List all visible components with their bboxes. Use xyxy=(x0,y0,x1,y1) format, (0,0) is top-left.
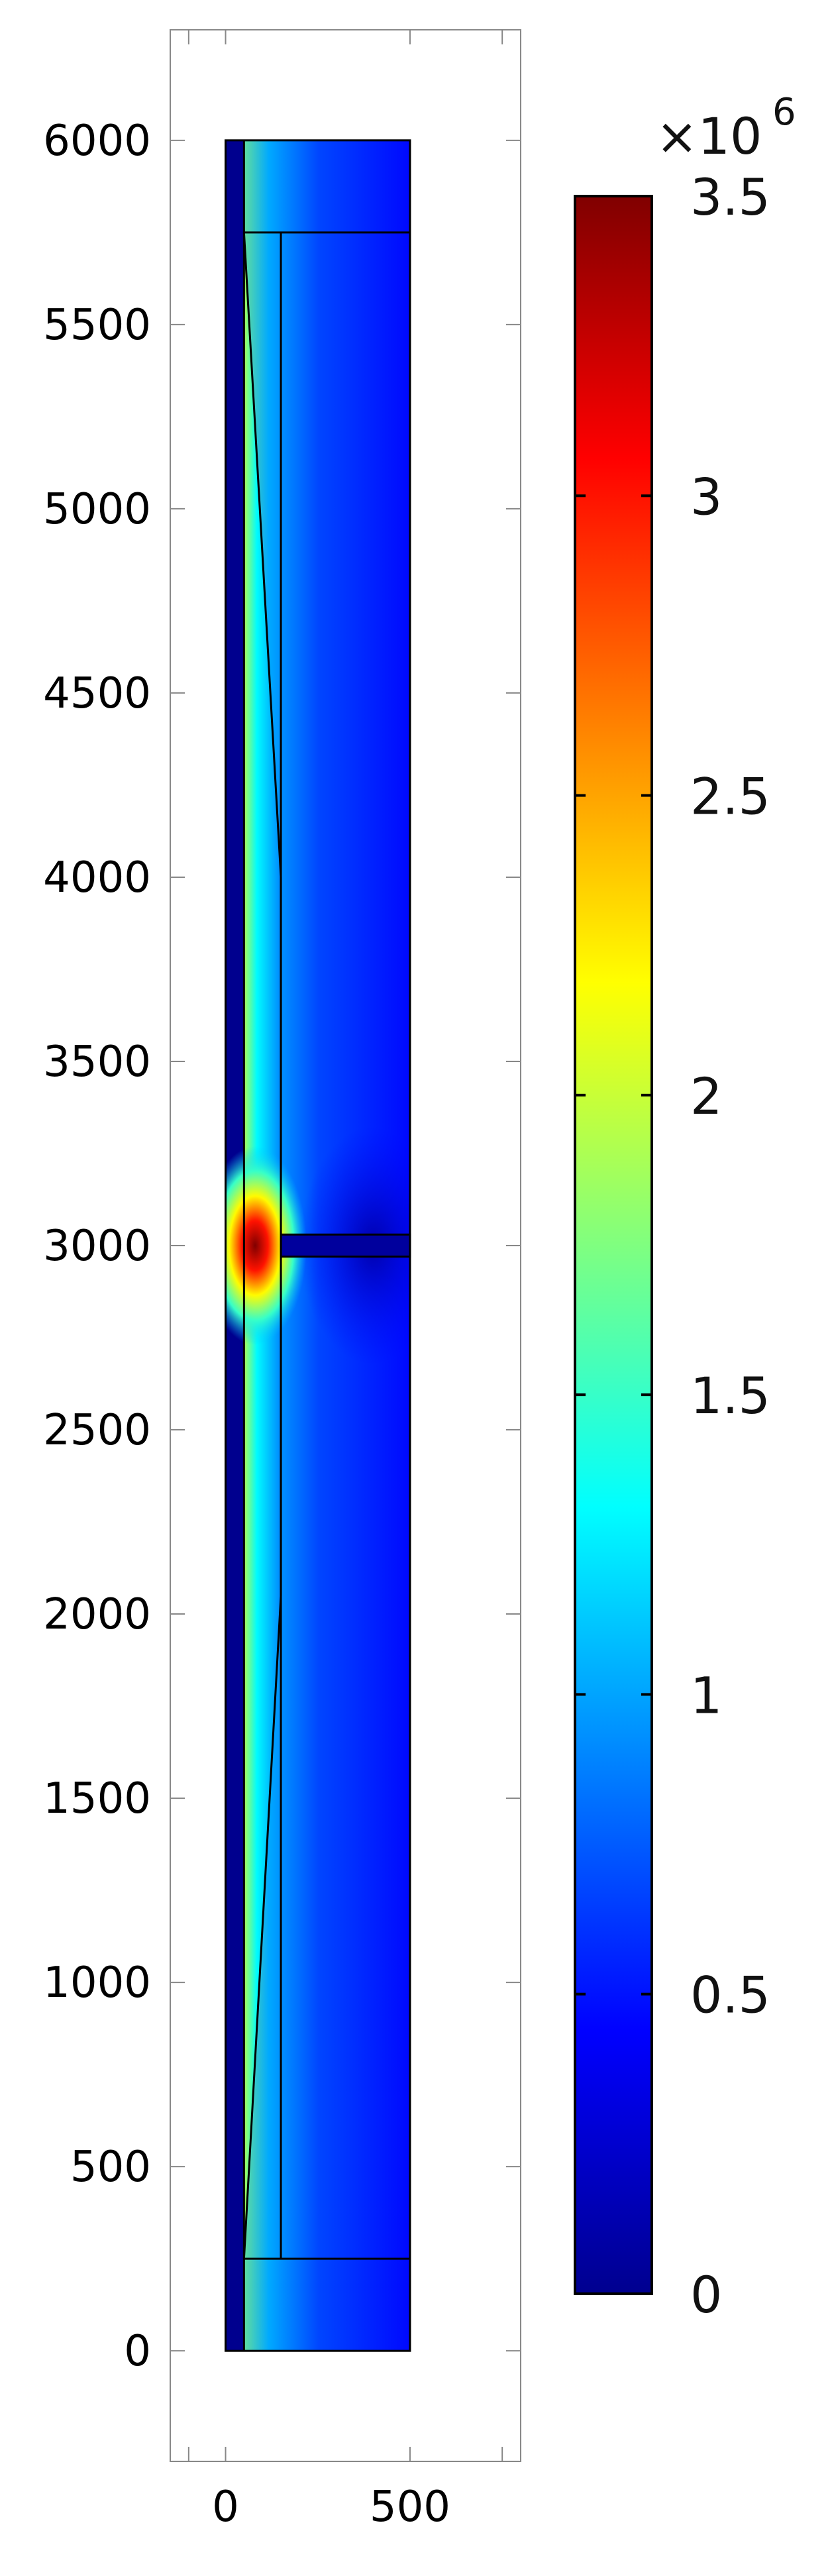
x-tick-label: 500 xyxy=(370,2483,450,2532)
y-tick-label: 3000 xyxy=(43,1222,151,1271)
y-tick-label: 3500 xyxy=(43,1038,151,1087)
y-tick-label: 2500 xyxy=(43,1406,151,1455)
axes: 0500100015002000250030003500400045005000… xyxy=(43,29,521,2532)
colorbar-tick-label: 0 xyxy=(690,2265,722,2324)
colorbar-tick-label: 1.5 xyxy=(690,1366,770,1425)
colorbar-tick-label: 3.5 xyxy=(690,168,770,227)
y-tick-label: 5500 xyxy=(43,301,151,350)
y-tick-label: 2000 xyxy=(43,1590,151,1639)
colorbar-tick-label: 1 xyxy=(690,1666,722,1725)
colorbar: 0 0.5 1 1.5 2 2.5 3 3.5×10 6 xyxy=(574,91,796,2324)
colorbar-tick-label: 3 xyxy=(690,467,722,526)
y-tick-label: 6000 xyxy=(43,117,151,166)
field-slot xyxy=(281,1234,410,1257)
field-hotspot xyxy=(225,1146,307,1345)
colorbar-tick-label: 2.5 xyxy=(690,767,770,826)
colorbar-tick-label: 2 xyxy=(690,1067,722,1126)
colorbar-multiplier: ×10 xyxy=(656,107,762,166)
y-tick-label: 1500 xyxy=(43,1774,151,1823)
colorbar-scale xyxy=(574,195,653,2295)
colorbar-tick-label: 0.5 xyxy=(690,1966,770,2025)
colorbar-exponent: 6 xyxy=(772,91,796,134)
y-tick-label: 0 xyxy=(124,2327,151,2376)
y-tick-label: 4000 xyxy=(43,853,151,902)
geometry-edges xyxy=(225,139,411,2352)
y-tick-label: 500 xyxy=(70,2143,151,2192)
y-tick-label: 1000 xyxy=(43,1959,151,2008)
x-tick-label: 0 xyxy=(212,2483,239,2532)
slot-boundary xyxy=(280,1233,411,1258)
y-tick-label: 4500 xyxy=(43,669,151,718)
heatmap-field xyxy=(225,140,410,2351)
y-tick-label: 5000 xyxy=(43,485,151,534)
